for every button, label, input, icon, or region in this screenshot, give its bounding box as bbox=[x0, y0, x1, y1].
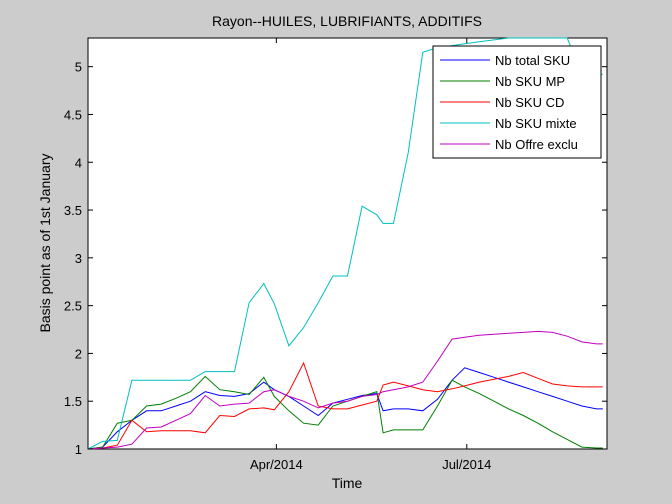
y-tick-label: 2 bbox=[75, 346, 82, 361]
legend-items: Nb total SKU Nb SKU MP Nb SKU CD Nb SKU mix… bbox=[440, 53, 578, 152]
legend-entry: Nb SKU CD bbox=[440, 95, 564, 110]
y-tick-label: 4 bbox=[75, 155, 82, 170]
legend-entry: Nb SKU mixte bbox=[440, 116, 577, 131]
legend-entry: Nb Offre exclu bbox=[440, 137, 578, 152]
y-tick-label: 1.5 bbox=[64, 394, 82, 409]
y-tick-label: 3.5 bbox=[64, 203, 82, 218]
series-line-3 bbox=[87, 361, 603, 450]
series-line-5 bbox=[87, 330, 603, 450]
x-tick-label: Apr/2014 bbox=[250, 457, 303, 472]
legend-entry: Nb total SKU bbox=[440, 53, 570, 68]
ticks-group: 1 1.5 2 2.5 3 3.5 4 4.5 5 Apr/2014 Jul/2014 bbox=[64, 38, 607, 472]
legend-label: Nb Offre exclu bbox=[495, 137, 578, 152]
legend-label: Nb total SKU bbox=[495, 53, 570, 68]
y-tick-label: 5 bbox=[75, 60, 82, 75]
x-axis-label: Time bbox=[332, 475, 363, 491]
x-tick-label: Jul/2014 bbox=[442, 457, 491, 472]
y-tick-label: 4.5 bbox=[64, 107, 82, 122]
y-tick-label: 3 bbox=[75, 251, 82, 266]
series-line-1 bbox=[87, 367, 603, 450]
legend: Nb total SKU Nb SKU MP Nb SKU CD Nb SKU mix… bbox=[432, 45, 602, 159]
y-axis-label: Basis point as of 1st January bbox=[37, 154, 53, 333]
y-tick-label: 2.5 bbox=[64, 299, 82, 314]
series-group bbox=[87, 37, 603, 450]
legend-entry: Nb SKU MP bbox=[440, 74, 565, 89]
legend-label: Nb SKU MP bbox=[495, 74, 565, 89]
series-line-4 bbox=[87, 37, 603, 450]
y-tick-label: 1 bbox=[75, 442, 82, 457]
legend-label: Nb SKU mixte bbox=[495, 116, 577, 131]
legend-label: Nb SKU CD bbox=[495, 95, 564, 110]
chart-title: Rayon--HUILES, LUBRIFIANTS, ADDITIFS bbox=[212, 13, 482, 29]
